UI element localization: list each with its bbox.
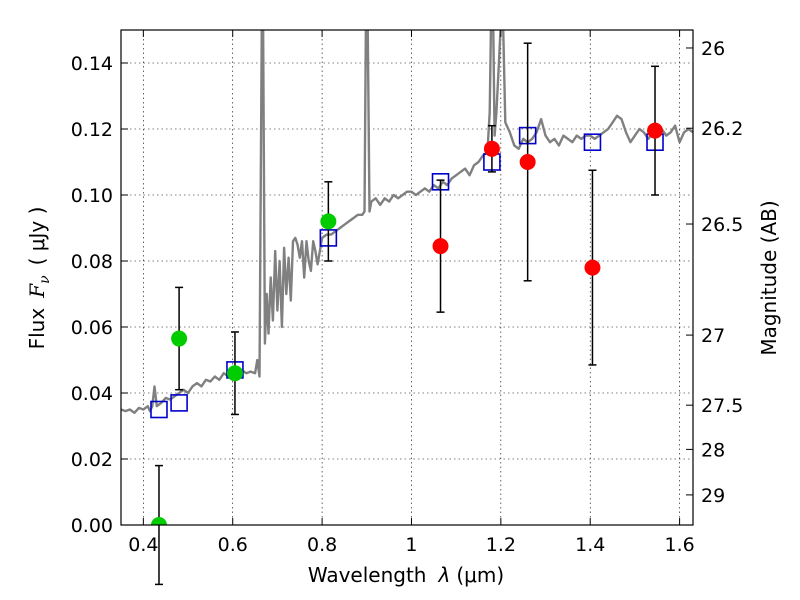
y-tick-label: 0.00 <box>71 515 113 537</box>
sed-line <box>121 30 693 414</box>
x-tick-label: 1.4 <box>575 534 605 556</box>
x-tick-label: 0.6 <box>218 534 248 556</box>
y-tick-label: 0.06 <box>71 317 113 339</box>
plot-frame <box>120 29 694 526</box>
x-tick-label: 1.6 <box>664 534 694 556</box>
errorbar-layer <box>154 42 660 586</box>
right-axis-label: Magnitude (AB) <box>757 200 781 355</box>
non-detection-point <box>519 154 536 170</box>
sed-series <box>121 30 693 414</box>
model-photometry-square <box>583 133 602 151</box>
non-detection-point <box>432 238 449 255</box>
y-axis-label: FluxFν( μJy ) <box>25 207 53 350</box>
grid <box>121 30 693 526</box>
detection-point <box>171 330 188 347</box>
x-axis-label: Wavelength λ (μm) <box>308 563 504 587</box>
x-tick-label: 1 <box>405 534 417 556</box>
non-detection-point <box>584 259 601 276</box>
y-tick-label: 0.12 <box>71 119 113 141</box>
non-detection-point <box>647 122 664 139</box>
right-tick-label: 29 <box>701 485 725 507</box>
y-tick-label: 0.14 <box>71 53 113 75</box>
right-tick-label: 27.5 <box>701 395 743 417</box>
model-photometry-square <box>170 394 188 412</box>
y-tick-label: 0.10 <box>71 185 113 207</box>
x-tick-label: 0.8 <box>307 534 337 556</box>
right-tick-label: 27 <box>701 325 725 347</box>
x-tick-label: 0.4 <box>128 534 158 556</box>
right-tick-label: 28 <box>701 439 725 461</box>
right-tick-label: 26 <box>701 38 725 60</box>
y-tick-label: 0.04 <box>71 383 113 405</box>
detection-point <box>226 365 243 382</box>
non-detection-point <box>483 140 500 157</box>
y-tick-label: 0.08 <box>71 251 113 273</box>
point-layer <box>150 122 664 525</box>
detection-point <box>150 517 167 525</box>
x-tick-label: 1.2 <box>486 534 516 556</box>
tick-layer: 0.4 0.6 0.8 1 1.2 1.4 1.6 0.00 0.02 0.04 0.06 0.08 0… <box>71 30 743 556</box>
detection-point <box>320 213 337 230</box>
y-tick-label: 0.02 <box>71 449 113 471</box>
model-photometry-square <box>150 400 168 419</box>
right-tick-label: 26.2 <box>701 118 743 140</box>
right-tick-label: 26.5 <box>701 214 743 236</box>
